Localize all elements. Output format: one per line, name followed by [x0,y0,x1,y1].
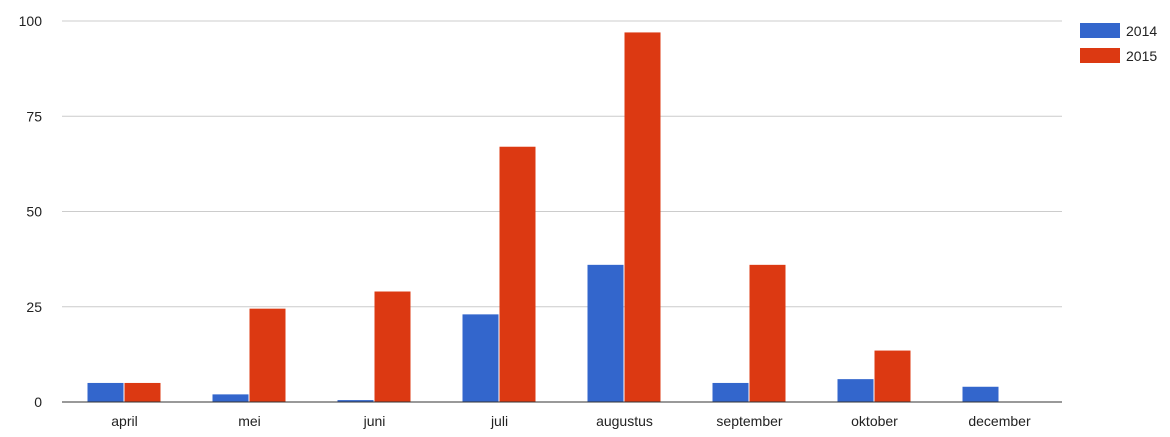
bar-2015-augustus[interactable] [624,32,661,403]
bar-2015-oktober[interactable] [874,350,911,402]
bar-2014-september[interactable] [712,382,749,402]
bar-2014-juni[interactable] [337,400,374,402]
bar-2015-april[interactable] [124,382,161,402]
x-tick-label: juni [363,413,386,429]
bar-2015-juli[interactable] [499,146,536,402]
legend-label[interactable]: 2014 [1126,23,1157,39]
y-tick-label: 25 [26,299,42,315]
x-tick-label: juli [490,413,508,429]
y-tick-label: 75 [26,108,42,124]
bar-2014-augustus[interactable] [587,264,624,402]
gridlines [62,20,1062,308]
x-tick-label: september [716,413,782,429]
x-tick-label: mei [238,413,261,429]
legend-swatch-2014[interactable] [1080,23,1120,38]
bar-2014-juli[interactable] [462,314,499,402]
bars [87,32,999,403]
bar-2015-mei[interactable] [249,308,286,402]
bar-2014-mei[interactable] [212,394,249,402]
bar-2015-juni[interactable] [374,291,411,402]
y-tick-label: 100 [19,13,43,29]
bar-2014-december[interactable] [962,386,999,402]
legend: 2014 2015 [1080,23,1157,64]
y-tick-label: 0 [34,394,42,410]
x-axis-ticks: april mei juni juli augustus september oktober… [111,413,1031,429]
bar-2015-september[interactable] [749,264,786,402]
legend-swatch-2015[interactable] [1080,48,1120,63]
legend-label[interactable]: 2015 [1126,48,1157,64]
bar-2014-oktober[interactable] [837,379,874,402]
x-tick-label: december [968,413,1031,429]
x-tick-label: augustus [596,413,653,429]
x-tick-label: oktober [851,413,898,429]
y-tick-label: 50 [26,204,42,220]
y-axis-ticks: 0 25 50 75 100 [19,13,43,410]
x-tick-label: april [111,413,137,429]
bar-2014-april[interactable] [87,382,124,402]
